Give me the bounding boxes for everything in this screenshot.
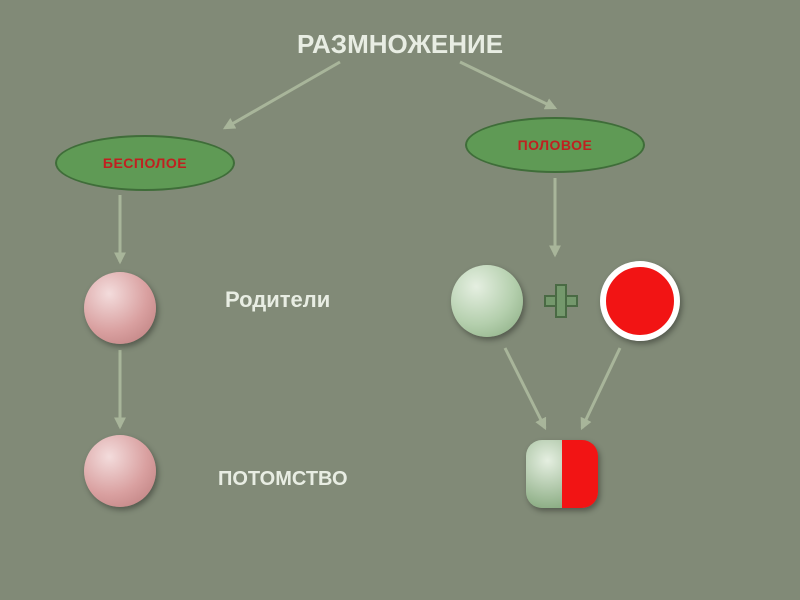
ellipse-asexual-label: БЕСПОЛОЕ — [103, 155, 187, 171]
plus-icon — [544, 284, 578, 318]
offspring-left-half — [526, 440, 562, 508]
ellipse-asexual: БЕСПОЛОЕ — [55, 135, 235, 191]
label-offspring-text: ПОТОМСТВО — [218, 468, 348, 490]
sexual-parent-red-circle — [600, 261, 680, 341]
ellipse-sexual-label: ПОЛОВОЕ — [518, 137, 593, 153]
label-parents-text: Родители — [225, 287, 330, 312]
sexual-parent-green-sphere — [451, 265, 523, 337]
label-offspring: ПОТОМСТВО — [218, 468, 348, 491]
asexual-parent-sphere — [84, 272, 156, 344]
diagram-title: РАЗМНОЖЕНИЕ — [200, 29, 600, 60]
ellipse-sexual: ПОЛОВОЕ — [465, 117, 645, 173]
sexual-offspring-shape — [526, 440, 598, 508]
diagram-canvas: РАЗМНОЖЕНИЕ БЕСПОЛОЕ ПОЛОВОЕ Родители ПО… — [0, 0, 800, 600]
label-parents: Родители — [225, 287, 330, 313]
offspring-right-half — [562, 440, 598, 508]
asexual-offspring-sphere — [84, 435, 156, 507]
title-text: РАЗМНОЖЕНИЕ — [297, 29, 503, 59]
